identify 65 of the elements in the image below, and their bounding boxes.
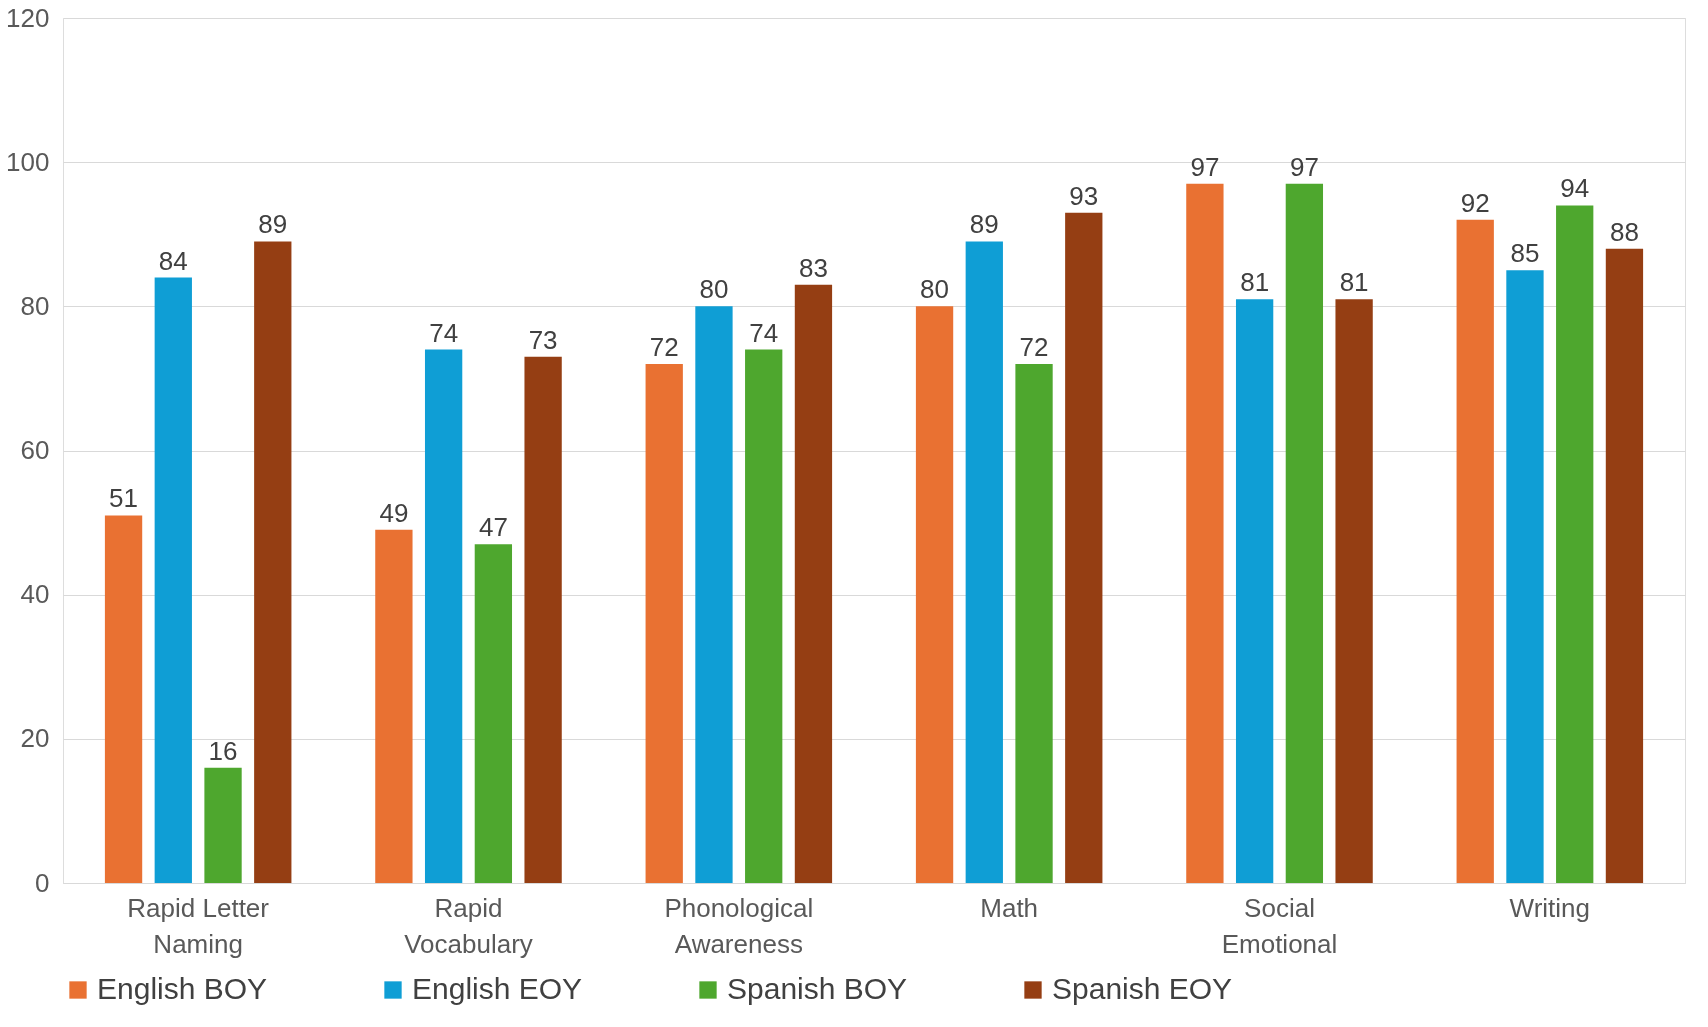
- legend-label: English EOY: [412, 972, 583, 1005]
- data-label: 80: [920, 274, 950, 305]
- bar: [375, 529, 413, 883]
- x-tick-label: Rapid Vocabulary: [404, 892, 533, 959]
- y-tick-label: 40: [20, 579, 50, 610]
- data-label: 72: [649, 332, 679, 362]
- bar: [1235, 299, 1274, 883]
- x-tick-label: Social Emotional: [1221, 892, 1338, 959]
- y-tick-label: 120: [6, 2, 50, 33]
- data-label: 81: [1339, 267, 1369, 298]
- x-tick-label: Phonological Awareness: [664, 892, 814, 959]
- data-label: 49: [379, 497, 409, 528]
- data-label: 89: [258, 209, 288, 240]
- bar: [254, 241, 292, 883]
- bar: [1605, 248, 1644, 883]
- bar: [695, 306, 733, 883]
- bar: [104, 515, 143, 883]
- data-label: 85: [1510, 238, 1540, 269]
- bar: [1015, 364, 1053, 883]
- bar: [745, 349, 783, 883]
- data-label: 89: [969, 209, 999, 240]
- bar: [1186, 183, 1224, 883]
- data-label: 16: [208, 735, 238, 766]
- x-tick-label: Math: [980, 892, 1039, 923]
- data-label: 83: [798, 252, 828, 283]
- legend-label: Spanish BOY: [727, 972, 908, 1005]
- data-label: 73: [528, 324, 558, 355]
- bar: [915, 306, 954, 883]
- data-label: 74: [749, 317, 779, 348]
- data-label: 84: [158, 245, 188, 276]
- data-label: 74: [429, 317, 459, 348]
- bar: [474, 544, 513, 883]
- x-tick-label: Writing: [1509, 892, 1591, 923]
- legend-label: English BOY: [97, 972, 268, 1005]
- data-label: 92: [1460, 187, 1490, 218]
- data-label: 80: [699, 274, 729, 305]
- data-label: 81: [1240, 267, 1270, 298]
- y-tick-label: 80: [20, 290, 50, 321]
- y-tick-label: 0: [35, 867, 50, 898]
- bar: [524, 356, 562, 883]
- data-label: 93: [1069, 180, 1099, 211]
- data-label: 51: [109, 483, 139, 514]
- bar: [1556, 205, 1594, 883]
- data-label: 47: [478, 512, 508, 543]
- y-tick-label: 60: [20, 435, 50, 465]
- data-label: 97: [1289, 151, 1319, 182]
- data-label: 72: [1019, 332, 1049, 362]
- bar: [965, 241, 1003, 883]
- x-tick-label: Rapid Letter Naming: [127, 892, 270, 959]
- bar: [204, 767, 242, 883]
- y-tick-label: 20: [20, 723, 50, 754]
- data-label: 97: [1190, 151, 1220, 182]
- bar: [1506, 270, 1544, 883]
- bar: [424, 349, 463, 883]
- bar: [1285, 183, 1324, 883]
- bar: [645, 364, 683, 883]
- bar: [794, 284, 833, 883]
- bar: [154, 277, 192, 883]
- data-label: 94: [1560, 173, 1590, 204]
- y-tick-label: 100: [6, 146, 50, 177]
- bar: [1065, 212, 1103, 883]
- bar: [1456, 219, 1494, 883]
- legend-label: Spanish EOY: [1052, 972, 1233, 1005]
- data-label: 88: [1609, 216, 1639, 247]
- bar: [1335, 299, 1373, 883]
